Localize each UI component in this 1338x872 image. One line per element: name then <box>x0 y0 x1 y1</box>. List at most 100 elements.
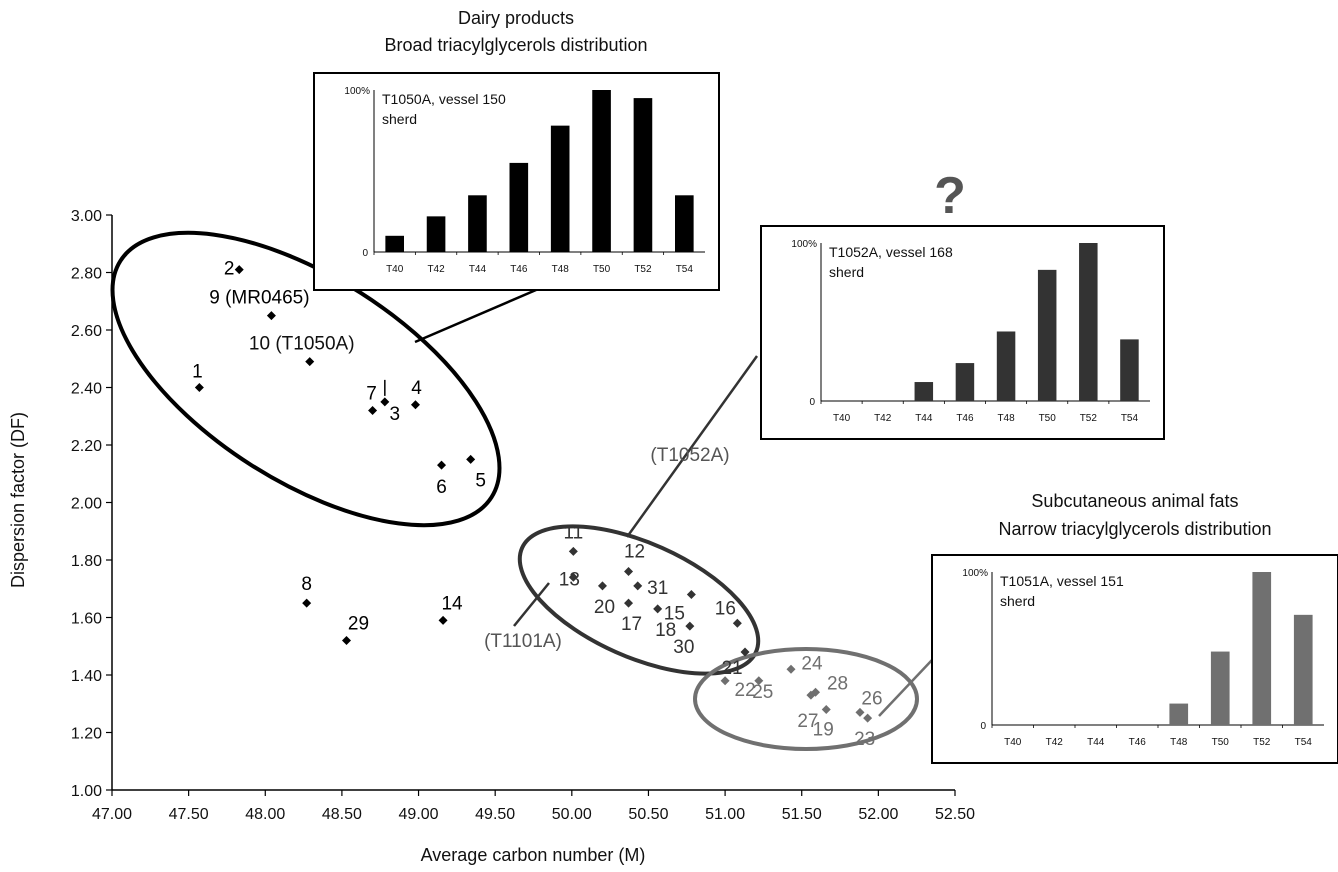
point-label: 8 <box>301 574 312 595</box>
inset-x-tick-label: T46 <box>510 264 528 275</box>
point-label: 21 <box>721 658 742 679</box>
data-point <box>685 621 695 631</box>
data-point <box>740 647 750 657</box>
y-tick-label: 2.80 <box>71 266 102 283</box>
point-label: 6 <box>436 477 447 498</box>
inset-x-tick-label: T44 <box>915 413 933 424</box>
inset-x-tick-label: T50 <box>593 264 611 275</box>
inset-bar <box>633 98 653 252</box>
inset-unknown: 100% 0 T1052A, vessel 168 sherd T40 T42 T44 T46… <box>760 225 1165 440</box>
x-tick-label: 48.50 <box>322 806 362 823</box>
inset-bar <box>550 125 570 252</box>
unknown-inset-connector <box>625 355 759 538</box>
inset-dairy: Dairy products Broad triacylglycerols dis… <box>313 8 720 291</box>
inset-x-tick-label: T44 <box>1087 737 1105 748</box>
mixed-group-ellipse <box>517 524 761 676</box>
point-label: 23 <box>854 729 875 750</box>
point-label: 25 <box>752 682 773 703</box>
inset-x-tick-label: T50 <box>1212 737 1230 748</box>
data-point <box>855 707 865 717</box>
inset-subheading: Narrow triacylglycerols distribution <box>998 519 1271 539</box>
point-label: 19 <box>813 720 834 741</box>
t1052a-annotation: (T1052A) <box>650 445 729 466</box>
y-tick-label: 1.40 <box>71 668 102 685</box>
data-point <box>266 311 276 321</box>
inset-x-tick-label: T40 <box>833 413 851 424</box>
inset-x-tick-label: T42 <box>874 413 892 424</box>
y-tick-label: 1.80 <box>71 553 102 570</box>
y-tick-label: 1.60 <box>71 611 102 628</box>
point-label: 9 (MR0465) <box>209 288 309 309</box>
x-tick-label: 49.00 <box>399 806 439 823</box>
inset-bar <box>1210 651 1230 725</box>
data-point <box>437 460 447 470</box>
inset-x-tick-label: T42 <box>427 264 445 275</box>
data-point <box>811 687 821 697</box>
data-point <box>305 357 315 367</box>
inset-x-tick-label: T42 <box>1046 737 1064 748</box>
inset-bar <box>955 363 975 401</box>
point-label: 13 <box>559 569 580 590</box>
y-tick-label: 2.60 <box>71 323 102 340</box>
point-label: 15 <box>664 604 685 625</box>
point-label: 18 <box>655 620 676 641</box>
data-point <box>597 581 607 591</box>
data-point <box>624 598 634 608</box>
inset-x-tick-label: T40 <box>386 264 404 275</box>
x-tick-label: 50.50 <box>628 806 668 823</box>
inset-fats: Subcutaneous animal fats Narrow triacylgl… <box>931 491 1338 764</box>
inset-x-tick-label: T48 <box>1170 737 1188 748</box>
inset-heading: Subcutaneous animal fats <box>1031 491 1238 511</box>
point-label: 1 <box>192 362 203 383</box>
inset-x-tick-label: T52 <box>1080 413 1098 424</box>
dairy-group-ellipse <box>110 230 502 528</box>
data-point <box>234 265 244 275</box>
inset-sample-label: T1051A, vessel 151 <box>1000 573 1124 589</box>
data-point <box>720 676 730 686</box>
inset-bar <box>1079 243 1098 401</box>
inset-x-tick-label: T50 <box>1039 413 1057 424</box>
x-tick-label: 49.50 <box>475 806 515 823</box>
y-axis-label: Dispersion factor (DF) <box>8 412 28 588</box>
data-point <box>732 618 742 628</box>
data-point <box>466 454 476 464</box>
point-label: 29 <box>348 614 369 635</box>
inset-bar <box>509 162 529 252</box>
inset-bar <box>1120 339 1139 401</box>
point-label: 2 <box>224 259 235 280</box>
inset-x-tick-label: T52 <box>634 264 652 275</box>
y-tick-label: 1.00 <box>71 783 102 800</box>
point-label: 4 <box>411 378 422 399</box>
inset-sherd-label: sherd <box>829 264 864 280</box>
data-point <box>302 598 312 608</box>
point-label: 17 <box>621 614 642 635</box>
data-point <box>633 581 643 591</box>
question-mark: ? <box>934 167 966 225</box>
t1101a-annotation: (T1101A) <box>484 631 562 652</box>
y-tick-label: 2.20 <box>71 438 102 455</box>
inset-heading: Dairy products <box>458 8 574 28</box>
inset-bar <box>385 235 404 252</box>
point-label: 28 <box>827 673 848 694</box>
x-tick-label: 50.00 <box>552 806 592 823</box>
inset-bar <box>1252 572 1272 725</box>
inset-x-tick-label: T44 <box>469 264 487 275</box>
point-label: 31 <box>647 578 668 599</box>
fat-group-ellipse <box>693 647 919 751</box>
point-label: 16 <box>715 598 736 619</box>
inset-x-tick-label: T48 <box>997 413 1015 424</box>
point-label: 11 <box>563 522 583 543</box>
inset-y-max-label: 100% <box>962 568 988 579</box>
data-point <box>686 590 696 599</box>
inset-sample-label: T1050A, vessel 150 <box>382 91 506 107</box>
inset-bar <box>675 195 694 252</box>
point-label: 30 <box>673 637 694 658</box>
inset-x-tick-label: T54 <box>1121 413 1139 424</box>
y-tick-label: 3.00 <box>71 208 102 225</box>
inset-x-tick-label: T54 <box>1295 737 1313 748</box>
point-label: 22 <box>735 680 756 701</box>
point-label: 12 <box>624 542 645 563</box>
inset-subheading: Broad triacylglycerols distribution <box>384 35 647 55</box>
data-point <box>410 400 420 410</box>
